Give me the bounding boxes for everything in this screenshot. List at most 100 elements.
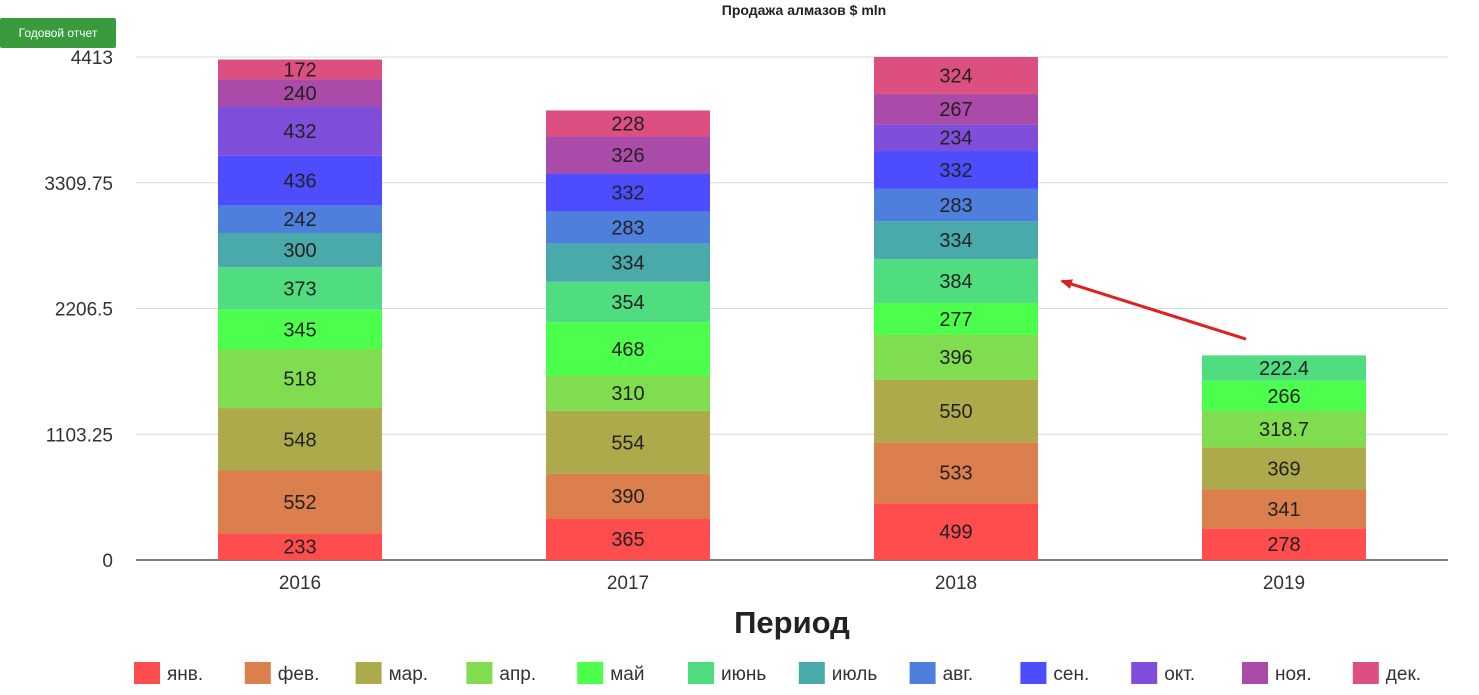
y-tick-label: 1103.25 <box>46 425 113 446</box>
data-label: 228 <box>611 113 644 135</box>
data-label: 552 <box>283 492 316 514</box>
data-label: 277 <box>939 309 972 331</box>
bar-segment[interactable] <box>1202 411 1366 448</box>
y-tick-label: 0 <box>102 551 113 572</box>
legend-item[interactable]: июнь <box>688 662 766 685</box>
legend-swatch <box>1020 662 1047 684</box>
bar-segment[interactable] <box>874 259 1038 303</box>
legend-item[interactable]: май <box>577 662 644 685</box>
legend-item[interactable]: янв. <box>134 662 203 685</box>
bar-segment[interactable] <box>546 518 710 560</box>
data-label: 310 <box>611 383 644 405</box>
data-label: 554 <box>611 432 644 454</box>
data-label: 390 <box>611 486 644 508</box>
bar-segment[interactable] <box>874 442 1038 504</box>
bar-segment[interactable] <box>546 322 710 376</box>
bar-segment[interactable] <box>1202 380 1366 412</box>
y-tick-label: 4413 <box>71 48 113 69</box>
data-label: 548 <box>283 429 316 451</box>
data-label: 278 <box>1267 534 1300 556</box>
legend-item[interactable]: мар. <box>355 662 428 685</box>
data-label: 332 <box>939 160 972 182</box>
data-label: 432 <box>283 121 316 143</box>
bar-segment[interactable] <box>218 470 382 534</box>
data-label: 326 <box>611 145 644 167</box>
legend-label: сен. <box>1053 664 1089 685</box>
bar-segment[interactable] <box>546 375 710 411</box>
legend-swatch <box>1242 662 1268 684</box>
bar-segment[interactable] <box>218 232 382 268</box>
data-label: 266 <box>1267 386 1300 408</box>
bar-segment[interactable] <box>874 302 1038 335</box>
data-label: 396 <box>939 347 972 369</box>
bar-segment[interactable] <box>218 59 382 80</box>
legend-item[interactable]: июль <box>798 662 878 685</box>
bar-segment[interactable] <box>874 221 1038 260</box>
data-label: 533 <box>939 463 972 485</box>
bar-segment[interactable] <box>218 155 382 206</box>
annual-report-button[interactable]: Годовой отчет <box>0 18 116 48</box>
legend-item[interactable]: ноя. <box>1242 662 1312 685</box>
legend-item[interactable]: фев. <box>244 662 320 685</box>
data-label: 499 <box>939 522 972 544</box>
legend-swatch <box>577 662 604 684</box>
legend-swatch <box>798 662 825 684</box>
legend-item[interactable]: авг. <box>909 662 974 685</box>
bar-segment[interactable] <box>874 124 1038 152</box>
legend-item[interactable]: дек. <box>1352 662 1421 685</box>
y-tick-label: 2206.5 <box>55 300 113 321</box>
bar-segment[interactable] <box>874 57 1038 94</box>
bar-segment[interactable] <box>546 211 710 244</box>
bar-segment[interactable] <box>1202 355 1366 381</box>
bar-segment[interactable] <box>1202 528 1366 560</box>
data-label: 365 <box>611 529 644 551</box>
annotation-arrow <box>1060 279 1247 341</box>
legend-swatch <box>909 662 936 684</box>
bar-segment[interactable] <box>546 173 710 212</box>
legend-label: ноя. <box>1275 664 1312 685</box>
legend: янв. фев. мар. апр. май июнь июль авг. сен. окт. н… <box>134 662 1421 685</box>
bar-segment[interactable] <box>546 473 710 519</box>
bar-segment[interactable] <box>874 503 1038 560</box>
bar-segment[interactable] <box>218 408 382 471</box>
bar-segment[interactable] <box>546 281 710 323</box>
bar-segment[interactable] <box>218 106 382 156</box>
data-label: 283 <box>611 218 644 240</box>
bar-segment[interactable] <box>218 267 382 310</box>
legend-label: янв. <box>167 664 203 685</box>
x-tick-label: 2017 <box>607 573 649 594</box>
data-label: 384 <box>939 271 972 293</box>
x-axis-title: Период <box>734 605 850 640</box>
x-tick-label: 2016 <box>279 573 321 594</box>
legend-item[interactable]: апр. <box>466 662 536 685</box>
legend-label: дек. <box>1386 664 1421 685</box>
data-label: 369 <box>1267 458 1300 480</box>
data-label: 373 <box>283 278 316 300</box>
data-label: 341 <box>1267 499 1300 521</box>
bar-segment[interactable] <box>1202 447 1366 490</box>
data-label: 354 <box>611 292 644 314</box>
legend-swatch <box>355 662 382 684</box>
arrow-line <box>1060 279 1247 341</box>
bar-segment[interactable] <box>874 93 1038 125</box>
bar-segment[interactable] <box>546 110 710 137</box>
legend-item[interactable]: сен. <box>1020 662 1089 685</box>
bar-segment[interactable] <box>546 410 710 474</box>
bar-segment[interactable] <box>546 136 710 174</box>
data-label: 172 <box>283 59 316 81</box>
bar-segment[interactable] <box>1202 489 1366 529</box>
legend-item[interactable]: окт. <box>1131 662 1195 685</box>
bar-segment[interactable] <box>218 205 382 233</box>
bar-segment[interactable] <box>874 188 1038 222</box>
bar-segment[interactable] <box>874 151 1038 189</box>
data-label: 550 <box>939 401 972 423</box>
bar-segment[interactable] <box>546 243 710 282</box>
bar-segment[interactable] <box>218 349 382 409</box>
bar-segment[interactable] <box>218 79 382 107</box>
bar-segment[interactable] <box>218 309 382 350</box>
bar-segment[interactable] <box>874 334 1038 380</box>
bar-segment[interactable] <box>218 533 382 560</box>
bar-segment[interactable] <box>874 379 1038 443</box>
